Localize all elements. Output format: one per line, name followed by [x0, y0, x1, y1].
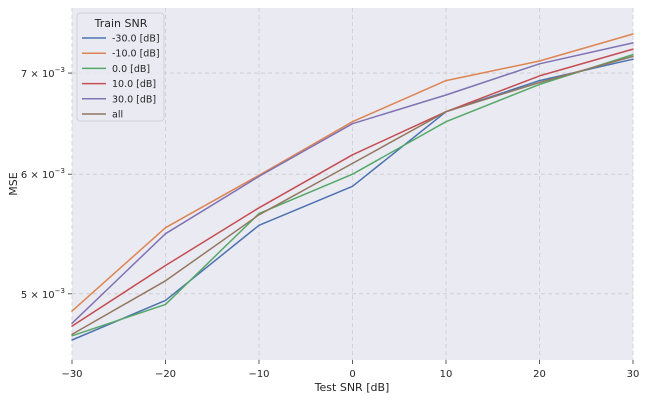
legend-label: 30.0 [dB]: [112, 94, 156, 105]
series-line: [71, 53, 634, 337]
y-tick-label: 5 × 10−3: [21, 287, 65, 301]
series-line: [71, 48, 634, 327]
x-tick-label: −30: [61, 369, 82, 380]
x-tick-label: −10: [248, 369, 269, 380]
legend-title: Train SNR: [94, 17, 148, 30]
legend-label: -30.0 [dB]: [112, 34, 160, 45]
y-tick-label: 7 × 10−3: [21, 66, 65, 80]
y-tick-label: 6 × 10−3: [21, 167, 65, 181]
series-line: [71, 58, 634, 341]
legend-label: 0.0 [dB]: [112, 64, 150, 75]
x-tick-label: 30: [627, 369, 640, 380]
x-tick-label: −20: [155, 369, 176, 380]
legend-label: -10.0 [dB]: [112, 49, 160, 60]
x-tick-label: 20: [533, 369, 546, 380]
series-line: [71, 55, 634, 336]
legend-label: 10.0 [dB]: [112, 79, 156, 90]
legend-entries: -30.0 [dB] -10.0 [dB] 0.0 [dB] 10.0 [dB] 30.…: [82, 34, 160, 121]
x-tick-label: 0: [349, 369, 355, 380]
legend-label: all: [112, 110, 123, 121]
x-tick-label: 10: [440, 369, 453, 380]
series-lines: [71, 33, 634, 341]
series-line: [71, 33, 634, 312]
x-axis-ticks: −30 −20 −10 0 10 20 30: [61, 360, 639, 380]
series-line: [71, 42, 634, 325]
legend-box: [76, 12, 165, 122]
x-axis-label: Test SNR [dB]: [314, 381, 390, 394]
y-axis-label: MSE: [7, 172, 20, 195]
y-axis-ticks: 5 × 10−3 6 × 10−3 7 × 10−3: [21, 66, 72, 301]
legend: Train SNR -30.0 [dB] -10.0 [dB] 0.0 [dB] 10…: [76, 12, 165, 122]
